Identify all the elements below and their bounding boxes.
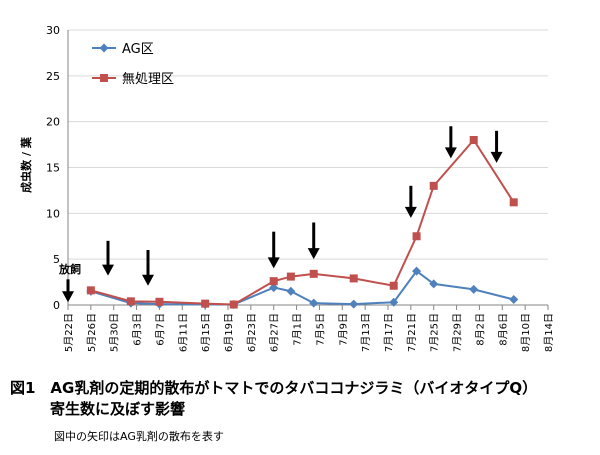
spray-arrow (404, 185, 417, 218)
x-tick-label: 7月13日 (360, 313, 372, 352)
y-tick-label: 0 (53, 299, 60, 312)
data-point (429, 279, 439, 289)
legend-label: AG区 (122, 42, 154, 57)
x-tick-label: 6月15日 (200, 313, 212, 352)
release-arrow (62, 279, 74, 303)
x-tick-labels: 5月22日 5月26日 5月30日 6月3日 6月7日 6月11日 6月15日 6月19日 6月… (63, 313, 555, 352)
x-tick-label: 6月27日 (269, 313, 281, 352)
spray-arrow (307, 222, 320, 260)
data-point (229, 300, 238, 309)
series-layer (86, 136, 519, 310)
data-point (509, 198, 518, 207)
legend-item-1: AG区 (92, 42, 154, 57)
data-point (412, 232, 421, 241)
spray-arrow (444, 126, 457, 159)
series-2 (86, 136, 518, 309)
arrow-head (444, 147, 457, 159)
x-tick-label: 5月22日 (63, 313, 75, 352)
y-tick-label: 15 (46, 162, 60, 175)
x-tick-label: 5月30日 (109, 313, 121, 352)
x-tick-label: 7月9日 (337, 313, 349, 346)
arrow-head (267, 257, 280, 269)
y-tick-label: 5 (53, 253, 60, 266)
caption-line-2: 寄生数に及ぼす影響 (50, 400, 186, 418)
arrow-head (142, 274, 154, 286)
spray-arrow (142, 250, 154, 286)
x-tick-label: 8月10日 (520, 313, 532, 352)
line-chart: 0 5 10 15 20 25 30 5月22日 5月26日 5月30日 6月3日 6月7日 6月11… (19, 24, 555, 352)
figure-caption: 図1 AG乳剤の定期的散布がトマトでのタバココナジラミ（バイオタイプQ） 寄生数… (10, 378, 537, 420)
spray-arrow (102, 240, 114, 276)
y-tick-label: 30 (46, 24, 60, 37)
series-1 (86, 266, 519, 310)
legend-item-2: 無処理区 (92, 72, 174, 87)
series-line (90, 269, 514, 306)
x-tick-label: 8月6日 (497, 313, 509, 346)
x-tick-label: 7月29日 (452, 313, 464, 352)
arrow-head (404, 206, 417, 218)
data-point (269, 283, 279, 293)
y-tick-label: 10 (46, 207, 60, 220)
series-line (90, 138, 515, 306)
data-point (349, 299, 359, 309)
data-point (469, 136, 478, 144)
x-tick-label: 7月5日 (314, 313, 326, 346)
data-point (309, 269, 318, 278)
data-point (286, 272, 295, 281)
x-tick-label: 6月19日 (223, 313, 235, 352)
x-tick-label: 7月1日 (292, 313, 304, 346)
data-point (155, 297, 164, 306)
data-point (509, 295, 519, 304)
x-tick-label: 8月2日 (474, 313, 486, 346)
y-tick-label: 20 (46, 116, 60, 129)
data-point (429, 181, 438, 190)
caption-note: 図中の矢印はAG乳剤の散布を表す (54, 430, 224, 443)
data-point (286, 286, 296, 296)
gridlines (68, 29, 548, 260)
x-tick-label: 7月21日 (406, 313, 418, 352)
data-point (469, 284, 479, 294)
spray-arrows (62, 126, 503, 303)
caption-line-1: 図1 AG乳剤の定期的散布がトマトでのタバココナジラミ（バイオタイプQ） (10, 379, 538, 397)
x-tick-label: 6月11日 (177, 313, 189, 352)
data-point (412, 266, 422, 276)
data-point (201, 299, 210, 308)
x-tick-label: 8月14日 (543, 313, 555, 352)
x-tick-label: 7月25日 (429, 313, 441, 352)
legend-marker (99, 43, 109, 53)
legend-label: 無処理区 (122, 72, 174, 87)
data-point (269, 277, 278, 286)
x-tick-label: 6月3日 (132, 313, 144, 346)
spray-arrow (490, 130, 503, 163)
x-tick-label: 6月7日 (154, 313, 166, 346)
arrow-head (62, 291, 74, 303)
x-tick-label: 6月23日 (246, 313, 258, 352)
data-point (349, 274, 358, 283)
annotations: 放飼 (58, 262, 81, 276)
arrow-head (307, 248, 320, 260)
data-point (86, 286, 95, 295)
data-point (389, 281, 398, 290)
data-point (389, 297, 399, 307)
legend-marker (100, 74, 108, 82)
x-tick-label: 5月26日 (86, 313, 98, 352)
data-point (309, 298, 319, 308)
data-point (126, 297, 135, 306)
x-tick-label: 7月17日 (383, 313, 395, 352)
arrow-head (102, 264, 114, 276)
spray-arrow (267, 231, 280, 269)
arrow-head (490, 151, 503, 163)
y-tick-labels: 0 5 10 15 20 25 30 (46, 24, 60, 312)
y-tick-label: 25 (46, 70, 60, 83)
annotation-label: 放飼 (58, 262, 81, 276)
y-axis-label: 成虫数 / 葉 (19, 136, 33, 193)
